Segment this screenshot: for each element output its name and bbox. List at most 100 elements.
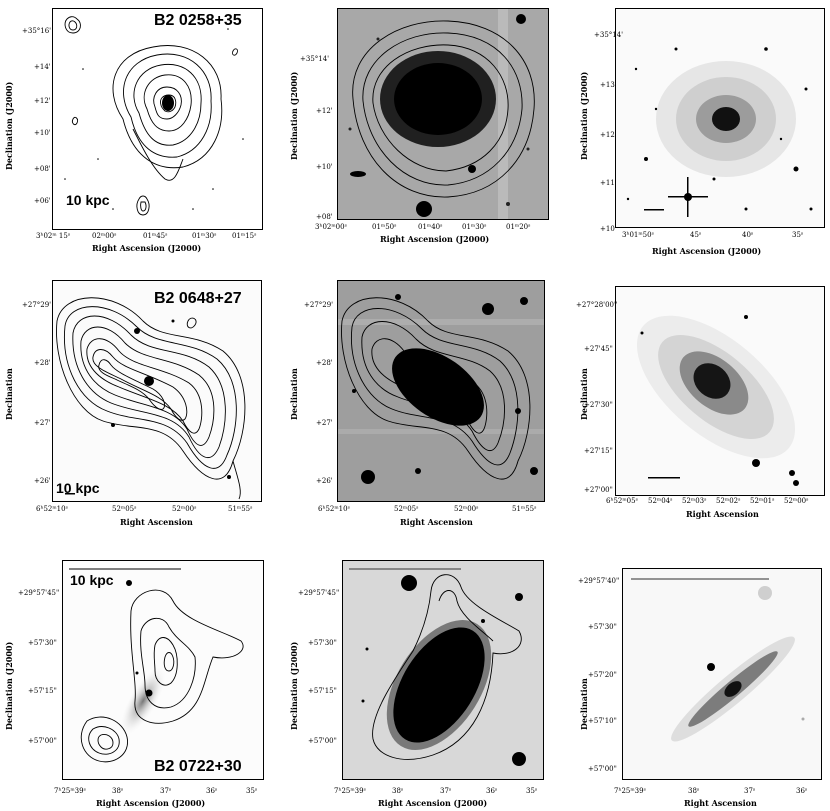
- xtick: 3ʰ02ᵐ00ˢ: [315, 223, 347, 231]
- ytick: +27': [34, 419, 51, 427]
- ytick: +27°29': [22, 301, 52, 309]
- xtick: 52ᵐ01ˢ: [750, 497, 775, 505]
- xtick: 6ʰ52ᵐ10ˢ: [36, 505, 68, 513]
- ytick: +27': [316, 419, 333, 427]
- xtick: 52ᵐ03ˢ: [682, 497, 707, 505]
- ylabel-r3-right: Declination: [579, 678, 589, 730]
- ytick: +10': [34, 129, 51, 137]
- ytick: +27°28'00": [576, 301, 618, 309]
- ytick: +57'30": [308, 639, 337, 647]
- ytick: +12': [316, 107, 333, 115]
- xtick: 7ʰ25ᵐ39ˢ: [334, 787, 366, 795]
- xtick: 52ᵐ00ˢ: [784, 497, 809, 505]
- ytick: +57'30": [28, 639, 57, 647]
- xtick: 52ᵐ05ˢ: [394, 505, 419, 513]
- ylabel-r2-left: Declination: [4, 368, 14, 420]
- ylabel-r3-left: Declination (J2000): [4, 641, 14, 730]
- xtick: 01ᵐ30ˢ: [192, 232, 217, 240]
- optical-image: [616, 287, 824, 495]
- scale-label-r1: 10 kpc: [66, 192, 110, 208]
- ytick: +29°57'40": [578, 577, 620, 585]
- xtick: 02ᵐ00ˢ: [92, 232, 117, 240]
- ytick: +12': [34, 97, 51, 105]
- xtick: 3ʰ02ᵐ 15ˢ: [36, 232, 71, 240]
- panel-r3-contours: [62, 560, 264, 780]
- xtick: 51ᵐ55ˢ: [512, 505, 537, 513]
- xlabel-r3-right: Right Ascension: [684, 798, 757, 808]
- ylabel-r1-right: Declination (J2000): [579, 71, 589, 160]
- ytick: +11': [600, 179, 617, 187]
- xtick: 37ˢ: [440, 787, 452, 795]
- xtick: 52ᵐ05ˢ: [112, 505, 137, 513]
- xtick: 52ᵐ00ˢ: [454, 505, 479, 513]
- xtick: 40ˢ: [742, 231, 754, 239]
- ytick: +57'30": [588, 623, 617, 631]
- panel-r1-contours: [52, 8, 263, 230]
- xtick: 3ʰ01ᵐ50ˢ: [622, 231, 654, 239]
- xtick: 7ʰ25ᵐ39ˢ: [54, 787, 86, 795]
- xtick: 51ᵐ55ˢ: [228, 505, 253, 513]
- scale-label-r2: 10 kpc: [56, 480, 100, 496]
- xtick: 01ᵐ20ˢ: [506, 223, 531, 231]
- xtick: 6ʰ52ᵐ05ˢ: [606, 497, 638, 505]
- ytick: +08': [316, 213, 333, 221]
- xtick: 35ˢ: [526, 787, 538, 795]
- ytick: +26': [34, 477, 51, 485]
- ytick: +14': [34, 63, 51, 71]
- contour-map: [64, 16, 244, 216]
- xtick: 52ᵐ04ˢ: [648, 497, 673, 505]
- ytick: +08': [34, 165, 51, 173]
- ytick: +27°29': [304, 301, 334, 309]
- optical-overlay-image: [343, 561, 543, 779]
- ytick: +57'10": [588, 717, 617, 725]
- xtick: 7ʰ25ᵐ39ˢ: [614, 787, 646, 795]
- optical-overlay-image: [338, 281, 544, 501]
- xlabel-r2-right: Right Ascension: [686, 509, 759, 519]
- xtick: 6ʰ52ᵐ10ˢ: [318, 505, 350, 513]
- ytick: +57'00": [588, 765, 617, 773]
- xtick: 38ˢ: [112, 787, 124, 795]
- ytick: +27'00": [584, 486, 613, 494]
- xtick: 01ᵐ15ˢ: [232, 232, 257, 240]
- ytick: +28': [34, 359, 51, 367]
- xtick: 35ˢ: [246, 787, 258, 795]
- xtick: 01ᵐ45ˢ: [143, 232, 168, 240]
- contour-map: [63, 561, 263, 779]
- panel-r3-optical: [622, 568, 822, 780]
- xtick: 38ˢ: [688, 787, 700, 795]
- ytick: +26': [316, 477, 333, 485]
- ytick: +35°14': [300, 55, 330, 63]
- xlabel-r3-mid: Right Ascension (J2000): [378, 798, 488, 808]
- ytick: +28': [316, 359, 333, 367]
- xtick: 37ˢ: [744, 787, 756, 795]
- xtick: 35ˢ: [792, 231, 804, 239]
- ytick: +35°16': [22, 27, 52, 35]
- panel-r3-overlay: [342, 560, 544, 780]
- xtick: 37ˢ: [160, 787, 172, 795]
- ylabel-r2-mid: Declination: [289, 368, 299, 420]
- xlabel-r2-mid: Right Ascension: [400, 517, 473, 527]
- ytick: +10': [600, 225, 617, 233]
- panel-r2-overlay: [337, 280, 545, 502]
- ytick: +57'15": [28, 687, 57, 695]
- ytick: +27'45": [584, 345, 613, 353]
- scale-label-r3: 10 kpc: [70, 572, 114, 588]
- ytick: +29°57'45": [18, 589, 60, 597]
- xtick: 01ᵐ30ˢ: [462, 223, 487, 231]
- ytick: +57'00": [28, 737, 57, 745]
- ytick: +13': [600, 81, 617, 89]
- source-label-r2: B2 0648+27: [154, 290, 242, 307]
- optical-image: [623, 569, 821, 779]
- ylabel-r3-mid: Declination (J2000): [289, 641, 299, 730]
- contour-map: [53, 281, 261, 501]
- xtick: 38ˢ: [392, 787, 404, 795]
- ytick: +57'20": [588, 671, 617, 679]
- xtick: 52ᵐ02ˢ: [716, 497, 741, 505]
- ylabel-r1-mid: Declination (J2000): [289, 71, 299, 160]
- ytick: +27'15": [584, 447, 613, 455]
- ytick: +57'15": [308, 687, 337, 695]
- panel-r1-optical: [615, 8, 825, 228]
- xtick: 01ᵐ50ˢ: [372, 223, 397, 231]
- xlabel-r3-left: Right Ascension (J2000): [96, 798, 206, 808]
- ytick: +12': [600, 131, 617, 139]
